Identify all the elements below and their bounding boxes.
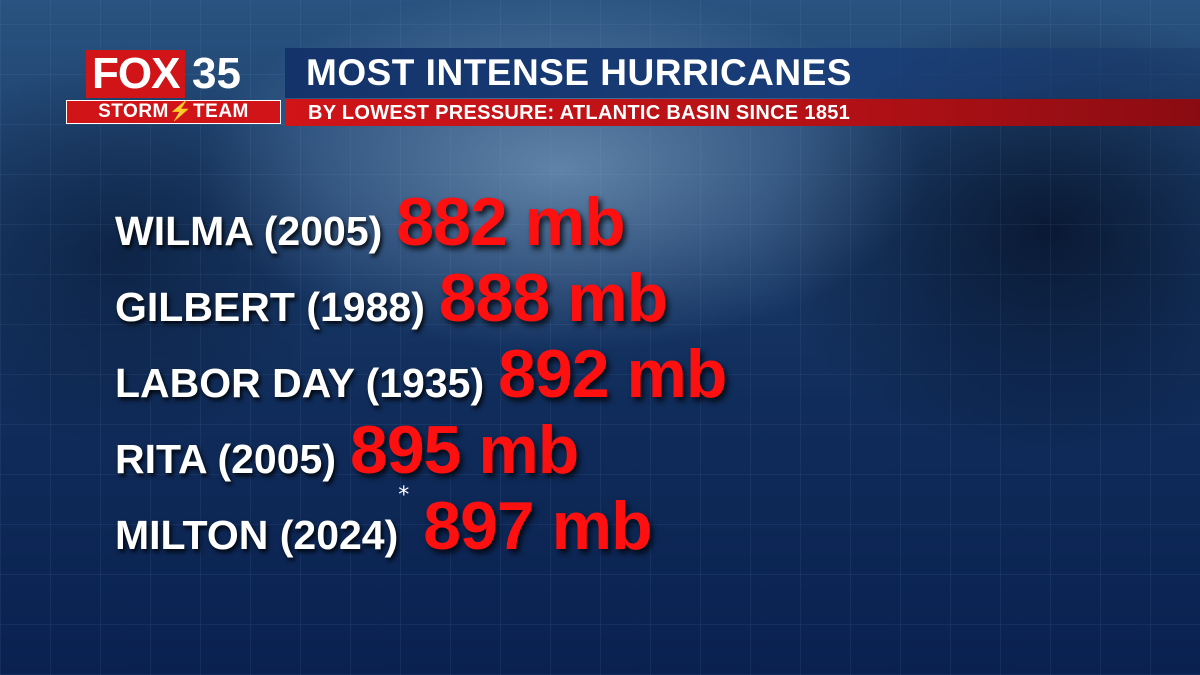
logo-brand: FOX: [86, 50, 186, 98]
list-item: WILMA (2005) 882 mb: [115, 183, 626, 260]
hurricane-name: RITA (2005): [115, 436, 336, 482]
pressure-value: 888 mb: [438, 260, 668, 336]
logo-team-label: STORM⚡TEAM: [66, 100, 281, 124]
list-item: GILBERT (1988) 888 mb: [115, 259, 668, 336]
hurricane-name: WILMA (2005): [115, 208, 383, 254]
hurricane-name: MILTON (2024): [115, 512, 399, 558]
subtitle-bar: [285, 99, 1200, 126]
logo-number: 35: [192, 49, 241, 98]
list-item: RITA (2005) 895 mb: [115, 411, 579, 488]
title-bar: [285, 48, 1200, 98]
fox35-storm-team-logo: FOX 35 STORM⚡TEAM: [66, 48, 283, 126]
list-item: LABOR DAY (1935) 892 mb: [115, 335, 727, 412]
list-item: MILTON (2024) * 897 mb: [115, 483, 653, 564]
hurricane-name: LABOR DAY (1935): [115, 360, 485, 406]
page-title: MOST INTENSE HURRICANES: [306, 52, 852, 93]
header: MOST INTENSE HURRICANES BY LOWEST PRESSU…: [0, 48, 1200, 126]
pressure-value: 895 mb: [350, 412, 579, 488]
footnote-mark: *: [398, 483, 410, 508]
page-subtitle: BY LOWEST PRESSURE: ATLANTIC BASIN SINCE…: [308, 102, 851, 124]
pressure-value: 897 mb: [423, 488, 652, 564]
pressure-value: 892 mb: [498, 336, 727, 412]
pressure-value: 882 mb: [396, 184, 625, 260]
hurricane-name: GILBERT (1988): [115, 284, 425, 330]
